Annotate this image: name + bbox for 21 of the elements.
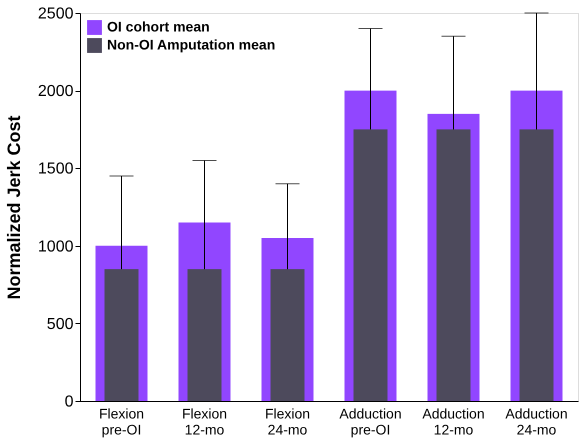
bar xyxy=(270,269,304,401)
legend-label: OI cohort mean xyxy=(107,18,210,34)
bar xyxy=(188,269,222,401)
x-tick-label: Flexion 12-mo xyxy=(182,406,228,438)
y-tick-label: 0 xyxy=(64,394,74,410)
x-tick-label: Flexion 24-mo xyxy=(264,406,310,438)
x-tick-label: Flexion pre-OI xyxy=(98,406,144,438)
x-tick-label: Adduction 12-mo xyxy=(422,406,485,438)
bar xyxy=(104,269,138,401)
bar xyxy=(520,129,554,401)
bar xyxy=(354,129,388,401)
y-tick-label: 2000 xyxy=(38,83,74,100)
y-tick-label: 1500 xyxy=(38,160,74,178)
legend-label: Non-OI Amputation mean xyxy=(107,36,276,52)
y-axis-title: Normalized Jerk Cost xyxy=(4,115,24,300)
x-tick-label: Adduction pre-OI xyxy=(339,406,402,438)
y-tick-label: 2500 xyxy=(38,6,74,22)
y-tick-label: 500 xyxy=(46,316,74,333)
bar xyxy=(436,129,470,401)
y-tick-label: 1000 xyxy=(38,238,74,256)
x-tick-label: Adduction 24-mo xyxy=(505,406,568,438)
